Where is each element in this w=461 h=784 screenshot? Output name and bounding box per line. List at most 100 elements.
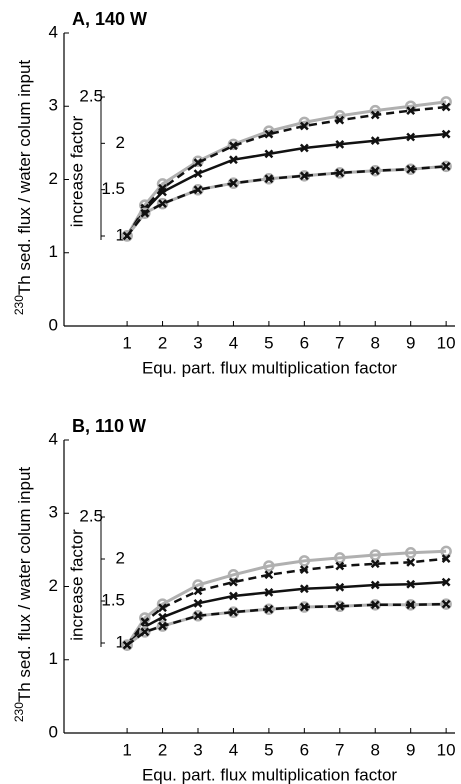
marker (335, 561, 345, 571)
marker (335, 168, 345, 178)
x-tick-label: 5 (264, 333, 273, 352)
y2-tick-label: 2.5 (79, 506, 103, 525)
x-tick-label: 10 (437, 333, 456, 352)
marker (298, 555, 311, 567)
marker (122, 231, 132, 241)
marker (227, 569, 240, 581)
x-tick-label: 2 (158, 740, 167, 759)
y-axis-label: 230Th sed. flux / water colum input (12, 60, 34, 316)
marker (299, 565, 309, 575)
marker (370, 580, 380, 590)
marker (370, 110, 380, 120)
marker (370, 166, 380, 176)
marker (335, 582, 345, 592)
x-tick-label: 4 (229, 740, 238, 759)
x-tick-label: 9 (406, 333, 415, 352)
y-tick-label: 4 (49, 22, 58, 41)
series-line (125, 100, 447, 237)
marker (121, 639, 133, 651)
marker (193, 586, 203, 596)
marker (406, 132, 416, 142)
marker (370, 136, 380, 146)
y-tick-label: 0 (49, 722, 58, 741)
y-axis-label-text: Th sed. flux / water colum input (15, 467, 34, 703)
marker (140, 208, 150, 218)
y2-tick-label: 1.5 (101, 179, 125, 198)
y-tick-label: 1 (49, 649, 58, 668)
marker (263, 560, 275, 572)
y-tick-label: 4 (49, 429, 58, 448)
marker (404, 547, 417, 559)
marker (193, 169, 203, 179)
marker (193, 158, 203, 168)
y2-tick-label: 1.5 (101, 590, 125, 609)
marker (158, 612, 167, 622)
marker (441, 554, 451, 564)
marker (441, 599, 451, 609)
marker (264, 570, 274, 580)
series-line (126, 132, 447, 237)
marker (229, 607, 238, 617)
marker (335, 139, 345, 149)
x-axis-label: Equ. part. flux multiplication factor (142, 765, 397, 784)
marker (299, 143, 309, 153)
x-tick-label: 8 (371, 740, 380, 759)
y2-tick-label: 1 (116, 632, 125, 651)
marker (406, 579, 416, 589)
series-line (126, 580, 447, 646)
marker (406, 106, 416, 116)
x-tick-label: 1 (122, 740, 131, 759)
marker (229, 591, 238, 601)
marker (264, 129, 274, 139)
x-tick-label: 3 (193, 740, 202, 759)
series-line (126, 602, 447, 647)
marker (158, 621, 167, 631)
x-tick-label: 6 (300, 333, 309, 352)
marker (229, 577, 238, 587)
marker (229, 141, 238, 151)
y-tick-label: 2 (49, 576, 58, 595)
marker (122, 640, 132, 650)
panel: B, 110 W 0 1 2 3 4 1 2 3 4 5 6 7 8 9 10 Equ. part. flux … (12, 416, 455, 784)
x-tick-label: 8 (371, 333, 380, 352)
y-tick-label: 3 (49, 96, 58, 115)
marker (441, 129, 451, 139)
x-tick-label: 4 (229, 333, 238, 352)
marker (264, 149, 274, 159)
marker (139, 626, 151, 638)
marker (121, 230, 133, 242)
marker (370, 559, 380, 569)
series-line (126, 557, 447, 646)
y2-tick-label: 1 (116, 225, 125, 244)
marker (299, 602, 309, 612)
y-tick-label: 0 (49, 315, 58, 334)
panel-title: B, 110 W (72, 416, 146, 436)
y2-tick-label: 2 (116, 133, 125, 152)
x-tick-label: 3 (193, 333, 202, 352)
marker (441, 102, 451, 112)
marker (441, 161, 451, 171)
marker (334, 552, 346, 564)
x-tick-label: 2 (158, 333, 167, 352)
marker (299, 171, 309, 181)
marker (264, 604, 274, 614)
y2-tick-label: 2 (116, 548, 125, 567)
y-axis-label-superscript: 230 (12, 702, 26, 722)
marker (299, 121, 309, 131)
marker (193, 611, 203, 621)
series-line (126, 105, 447, 237)
y-axis-label: 230Th sed. flux / water colum input (12, 467, 34, 723)
y-axis-label-superscript: 230 (12, 295, 26, 315)
marker (370, 600, 380, 610)
marker (440, 598, 452, 610)
y-tick-label: 3 (49, 503, 58, 522)
marker (264, 174, 274, 184)
marker (369, 549, 381, 561)
marker (158, 199, 167, 209)
marker (193, 185, 203, 195)
x-tick-label: 6 (300, 740, 309, 759)
marker (264, 587, 274, 597)
y2-axis-label: increase factor (67, 529, 86, 641)
y2-axis-label: increase factor (67, 115, 86, 227)
